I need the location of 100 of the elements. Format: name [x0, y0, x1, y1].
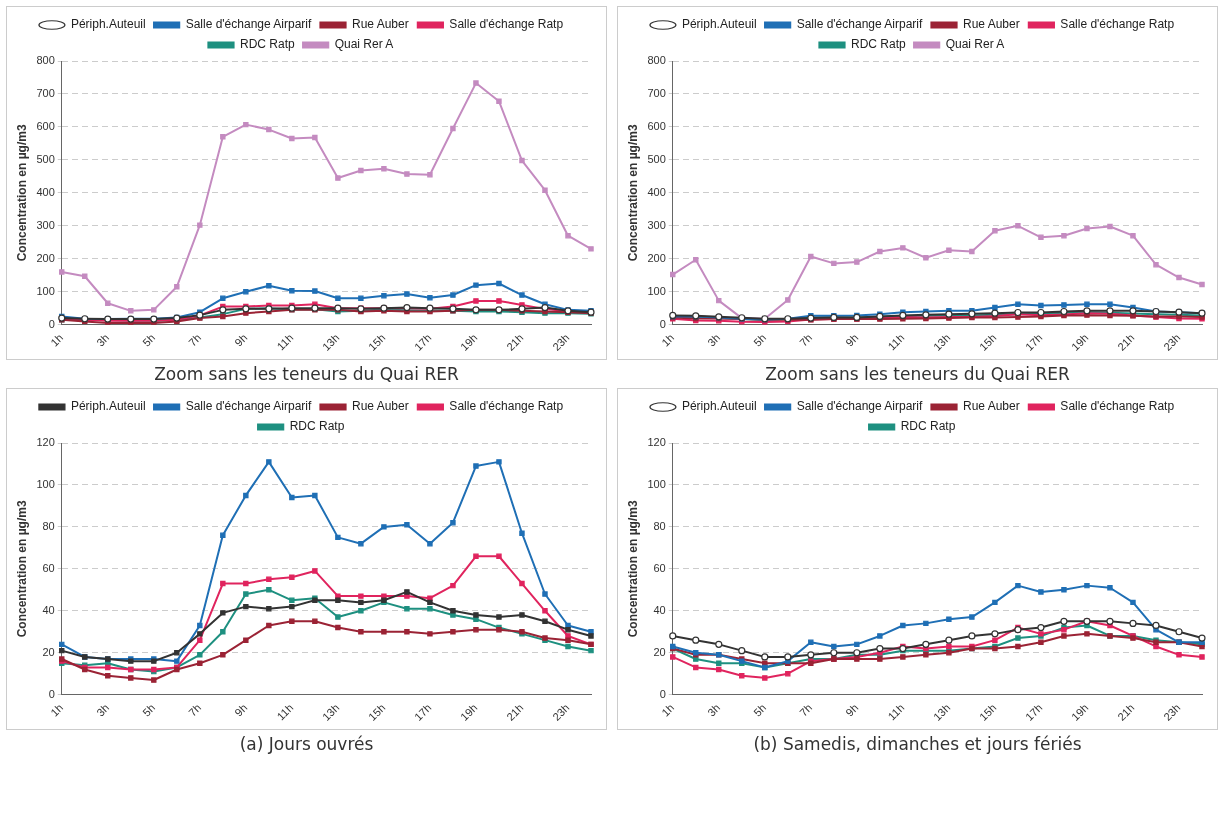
y-axis-title: Concentration en µg/m3 — [625, 124, 640, 262]
y-tick-label: 100 — [36, 477, 55, 490]
x-tick-label: 11h — [885, 701, 907, 723]
x-tick-label: 11h — [274, 701, 296, 723]
x-tick-label: 7h — [186, 331, 204, 349]
y-tick-label: 800 — [647, 54, 666, 67]
legend-label: Périph.Auteuil — [70, 399, 146, 414]
y-tick-label: 600 — [647, 119, 666, 132]
legend-label: Quai Rer A — [945, 37, 1005, 52]
legend-label: Rue Auber — [352, 399, 409, 414]
legend-label: Quai Rer A — [334, 37, 394, 52]
x-tick-label: 11h — [274, 331, 296, 353]
y-tick-label: 400 — [647, 185, 666, 198]
y-tick-label: 20 — [653, 645, 666, 658]
text: Zoom sans les teneurs du Quai RER — [764, 363, 1071, 386]
x-tick-label: 7h — [186, 701, 204, 719]
y-tick-label: 700 — [36, 86, 55, 99]
x-tick-label: 3h — [705, 331, 723, 349]
x-tick-label: 1h — [48, 701, 66, 719]
y-tick-label: 120 — [647, 436, 666, 449]
y-tick-label: 700 — [647, 86, 666, 99]
y-tick-label: 120 — [36, 436, 55, 449]
y-tick-label: 40 — [42, 603, 55, 616]
x-tick-label: 5h — [140, 331, 158, 349]
x-tick-label: 19h — [1069, 701, 1091, 723]
x-tick-label: 21h — [504, 701, 526, 723]
legend-label: RDC Ratp — [850, 37, 906, 52]
y-tick-label: 0 — [659, 687, 666, 700]
x-tick-label: 3h — [705, 701, 723, 719]
x-tick-label: 9h — [232, 701, 250, 719]
y-tick-label: 80 — [42, 519, 55, 532]
y-tick-label: 200 — [36, 251, 55, 264]
x-tick-label: 19h — [1069, 331, 1091, 353]
x-tick-label: 17h — [412, 331, 434, 353]
y-axis-title: Concentration en µg/m3 — [14, 124, 29, 262]
legend-label: Salle d'échange Ratp — [1060, 17, 1175, 32]
x-tick-label: 1h — [659, 701, 677, 719]
legend-label: Rue Auber — [963, 399, 1020, 414]
legend-label: RDC Ratp — [239, 37, 295, 52]
x-tick-label: 5h — [751, 701, 769, 719]
x-tick-label: 13h — [319, 331, 342, 353]
x-tick-label: 9h — [843, 331, 861, 349]
y-tick-label: 100 — [647, 477, 666, 490]
x-tick-label: 13h — [319, 701, 342, 723]
x-tick-label: 13h — [930, 331, 953, 353]
legend-label: RDC Ratp — [900, 419, 956, 434]
y-tick-label: 0 — [659, 317, 666, 330]
x-tick-label: 21h — [1115, 331, 1137, 353]
x-tick-label: 5h — [140, 701, 158, 719]
x-tick-label: 3h — [94, 331, 112, 349]
legend-label: Salle d'échange Airparif — [796, 17, 924, 32]
y-tick-label: 100 — [36, 284, 55, 297]
x-tick-label: 15h — [976, 701, 999, 723]
x-tick-label: 23h — [1161, 331, 1183, 353]
y-tick-label: 0 — [48, 687, 55, 700]
legend-label: Périph.Auteuil — [70, 17, 146, 32]
x-tick-label: 17h — [1023, 701, 1045, 723]
x-tick-label: 3h — [94, 701, 112, 719]
legend-label: Périph.Auteuil — [681, 399, 757, 414]
x-tick-label: 19h — [458, 331, 480, 353]
x-tick-label: 23h — [1161, 701, 1183, 723]
legend-label: Salle d'échange Airparif — [185, 17, 313, 32]
y-tick-label: 200 — [647, 251, 666, 264]
y-tick-label: 60 — [42, 561, 55, 574]
legend-label: Périph.Auteuil — [681, 17, 757, 32]
x-tick-label: 15h — [365, 701, 388, 723]
text: Zoom sans les teneurs du Quai RER — [153, 363, 460, 386]
y-axis-title: Concentration en µg/m3 — [625, 500, 640, 638]
x-tick-label: 9h — [843, 701, 861, 719]
legend-label: Salle d'échange Airparif — [796, 399, 924, 414]
x-tick-label: 11h — [885, 331, 907, 353]
x-tick-label: 5h — [751, 331, 769, 349]
x-tick-label: 13h — [930, 701, 953, 723]
x-tick-label: 7h — [797, 701, 815, 719]
x-tick-label: 1h — [48, 331, 66, 349]
legend-label: Salle d'échange Airparif — [185, 399, 313, 414]
y-tick-label: 500 — [36, 152, 55, 165]
legend-label: Salle d'échange Ratp — [449, 399, 564, 414]
y-tick-label: 80 — [653, 519, 666, 532]
y-tick-label: 300 — [647, 218, 666, 231]
y-tick-label: 0 — [48, 317, 55, 330]
x-tick-label: 23h — [550, 701, 572, 723]
y-tick-label: 600 — [36, 119, 55, 132]
x-tick-label: 7h — [797, 331, 815, 349]
y-tick-label: 800 — [36, 54, 55, 67]
y-axis-title: Concentration en µg/m3 — [14, 500, 29, 638]
legend-label: Salle d'échange Ratp — [1060, 399, 1175, 414]
text: (a) Jours ouvrés — [238, 733, 375, 756]
legend-label: Rue Auber — [352, 17, 409, 32]
x-tick-label: 23h — [550, 331, 572, 353]
x-tick-label: 21h — [504, 331, 526, 353]
x-tick-label: 15h — [976, 331, 999, 353]
y-tick-label: 100 — [647, 284, 666, 297]
y-tick-label: 500 — [647, 152, 666, 165]
legend-label: Rue Auber — [963, 17, 1020, 32]
x-tick-label: 17h — [412, 701, 434, 723]
text: (b) Samedis, dimanches et jours fériés — [752, 733, 1083, 756]
y-tick-label: 300 — [36, 218, 55, 231]
legend-label: RDC Ratp — [289, 419, 345, 434]
y-tick-label: 40 — [653, 603, 666, 616]
